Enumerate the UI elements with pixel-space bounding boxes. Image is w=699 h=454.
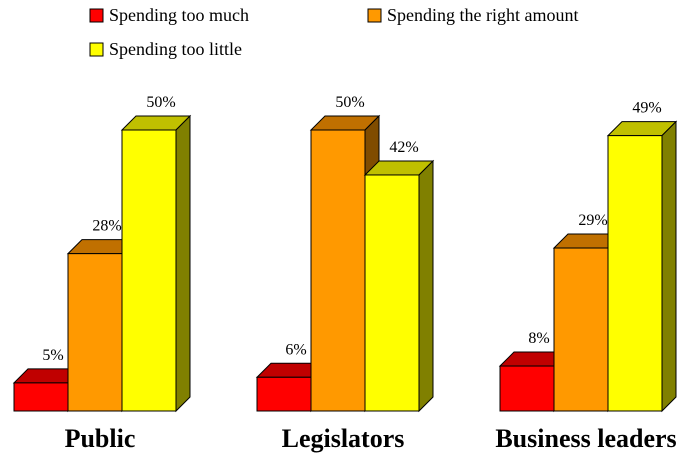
legend-item-spending-the-right-amount: Spending the right amount — [367, 5, 578, 25]
bar-front-face — [499, 365, 555, 412]
value-label-public-spending-too-little: 50% — [146, 94, 175, 111]
legend-label: Spending too much — [109, 5, 249, 25]
bar-front-face — [310, 129, 366, 412]
value-label-business-leaders-spending-too-little: 49% — [632, 100, 661, 117]
value-label-public-spending-too-much: 5% — [42, 347, 63, 364]
value-label-legislators-spending-the-right-amount: 50% — [335, 94, 364, 111]
bar-side-face — [661, 120, 677, 413]
value-label-legislators-spending-too-much: 6% — [285, 341, 306, 358]
bar-group-public — [12, 114, 192, 413]
bar-legislators-spending-too-little — [363, 159, 435, 413]
group-label-business-leaders: Business leaders — [495, 424, 676, 453]
group-labels-layer: Public Legislators Business leaders — [65, 424, 677, 453]
legend-label: Spending the right amount — [387, 5, 578, 25]
legend-swatch — [367, 8, 382, 23]
value-labels-layer: 5% 28% 50% 6% 50% 42% 8% 29% 49% — [42, 94, 661, 364]
value-label-business-leaders-spending-the-right-amount: 29% — [578, 212, 607, 229]
bar-side-face — [175, 114, 191, 413]
value-label-legislators-spending-too-little: 42% — [389, 139, 418, 156]
bars-layer — [12, 114, 678, 413]
legend-label: Spending too little — [109, 39, 242, 59]
legend-swatch — [89, 8, 104, 23]
bar-group-legislators — [255, 114, 435, 413]
bar-group-business-leaders — [498, 120, 678, 413]
value-label-business-leaders-spending-too-much: 8% — [528, 330, 549, 347]
legend-item-spending-too-little: Spending too little — [89, 39, 242, 59]
bar-business-leaders-spending-too-little — [606, 120, 678, 413]
bar-front-face — [13, 382, 69, 412]
bar-side-face — [418, 159, 434, 413]
bar-front-face — [256, 376, 312, 412]
legend-item-spending-too-much: Spending too much — [89, 5, 249, 25]
bar-front-face — [364, 174, 420, 412]
legend-swatch — [89, 42, 104, 57]
bar-public-spending-too-little — [120, 114, 192, 413]
bar-front-face — [67, 253, 123, 412]
value-label-public-spending-the-right-amount: 28% — [92, 218, 121, 235]
legend: Spending too much Spending the right amou… — [89, 5, 578, 59]
bar-front-face — [607, 135, 663, 412]
group-label-public: Public — [65, 424, 136, 453]
bar-front-face — [121, 129, 177, 412]
bar-front-face — [553, 247, 609, 412]
group-label-legislators: Legislators — [282, 424, 405, 453]
